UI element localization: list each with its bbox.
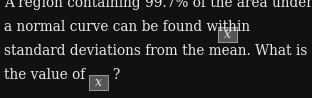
Text: ?: ? (112, 68, 119, 82)
Text: A region containing 99.7% of the area under: A region containing 99.7% of the area un… (4, 0, 312, 10)
FancyBboxPatch shape (89, 74, 108, 89)
Text: standard deviations from the mean. What is: standard deviations from the mean. What … (4, 44, 307, 58)
Text: x: x (95, 75, 101, 88)
Text: the value of: the value of (4, 68, 85, 82)
Text: a normal curve can be found within: a normal curve can be found within (4, 20, 250, 34)
Text: x: x (223, 28, 231, 40)
FancyBboxPatch shape (217, 26, 236, 41)
